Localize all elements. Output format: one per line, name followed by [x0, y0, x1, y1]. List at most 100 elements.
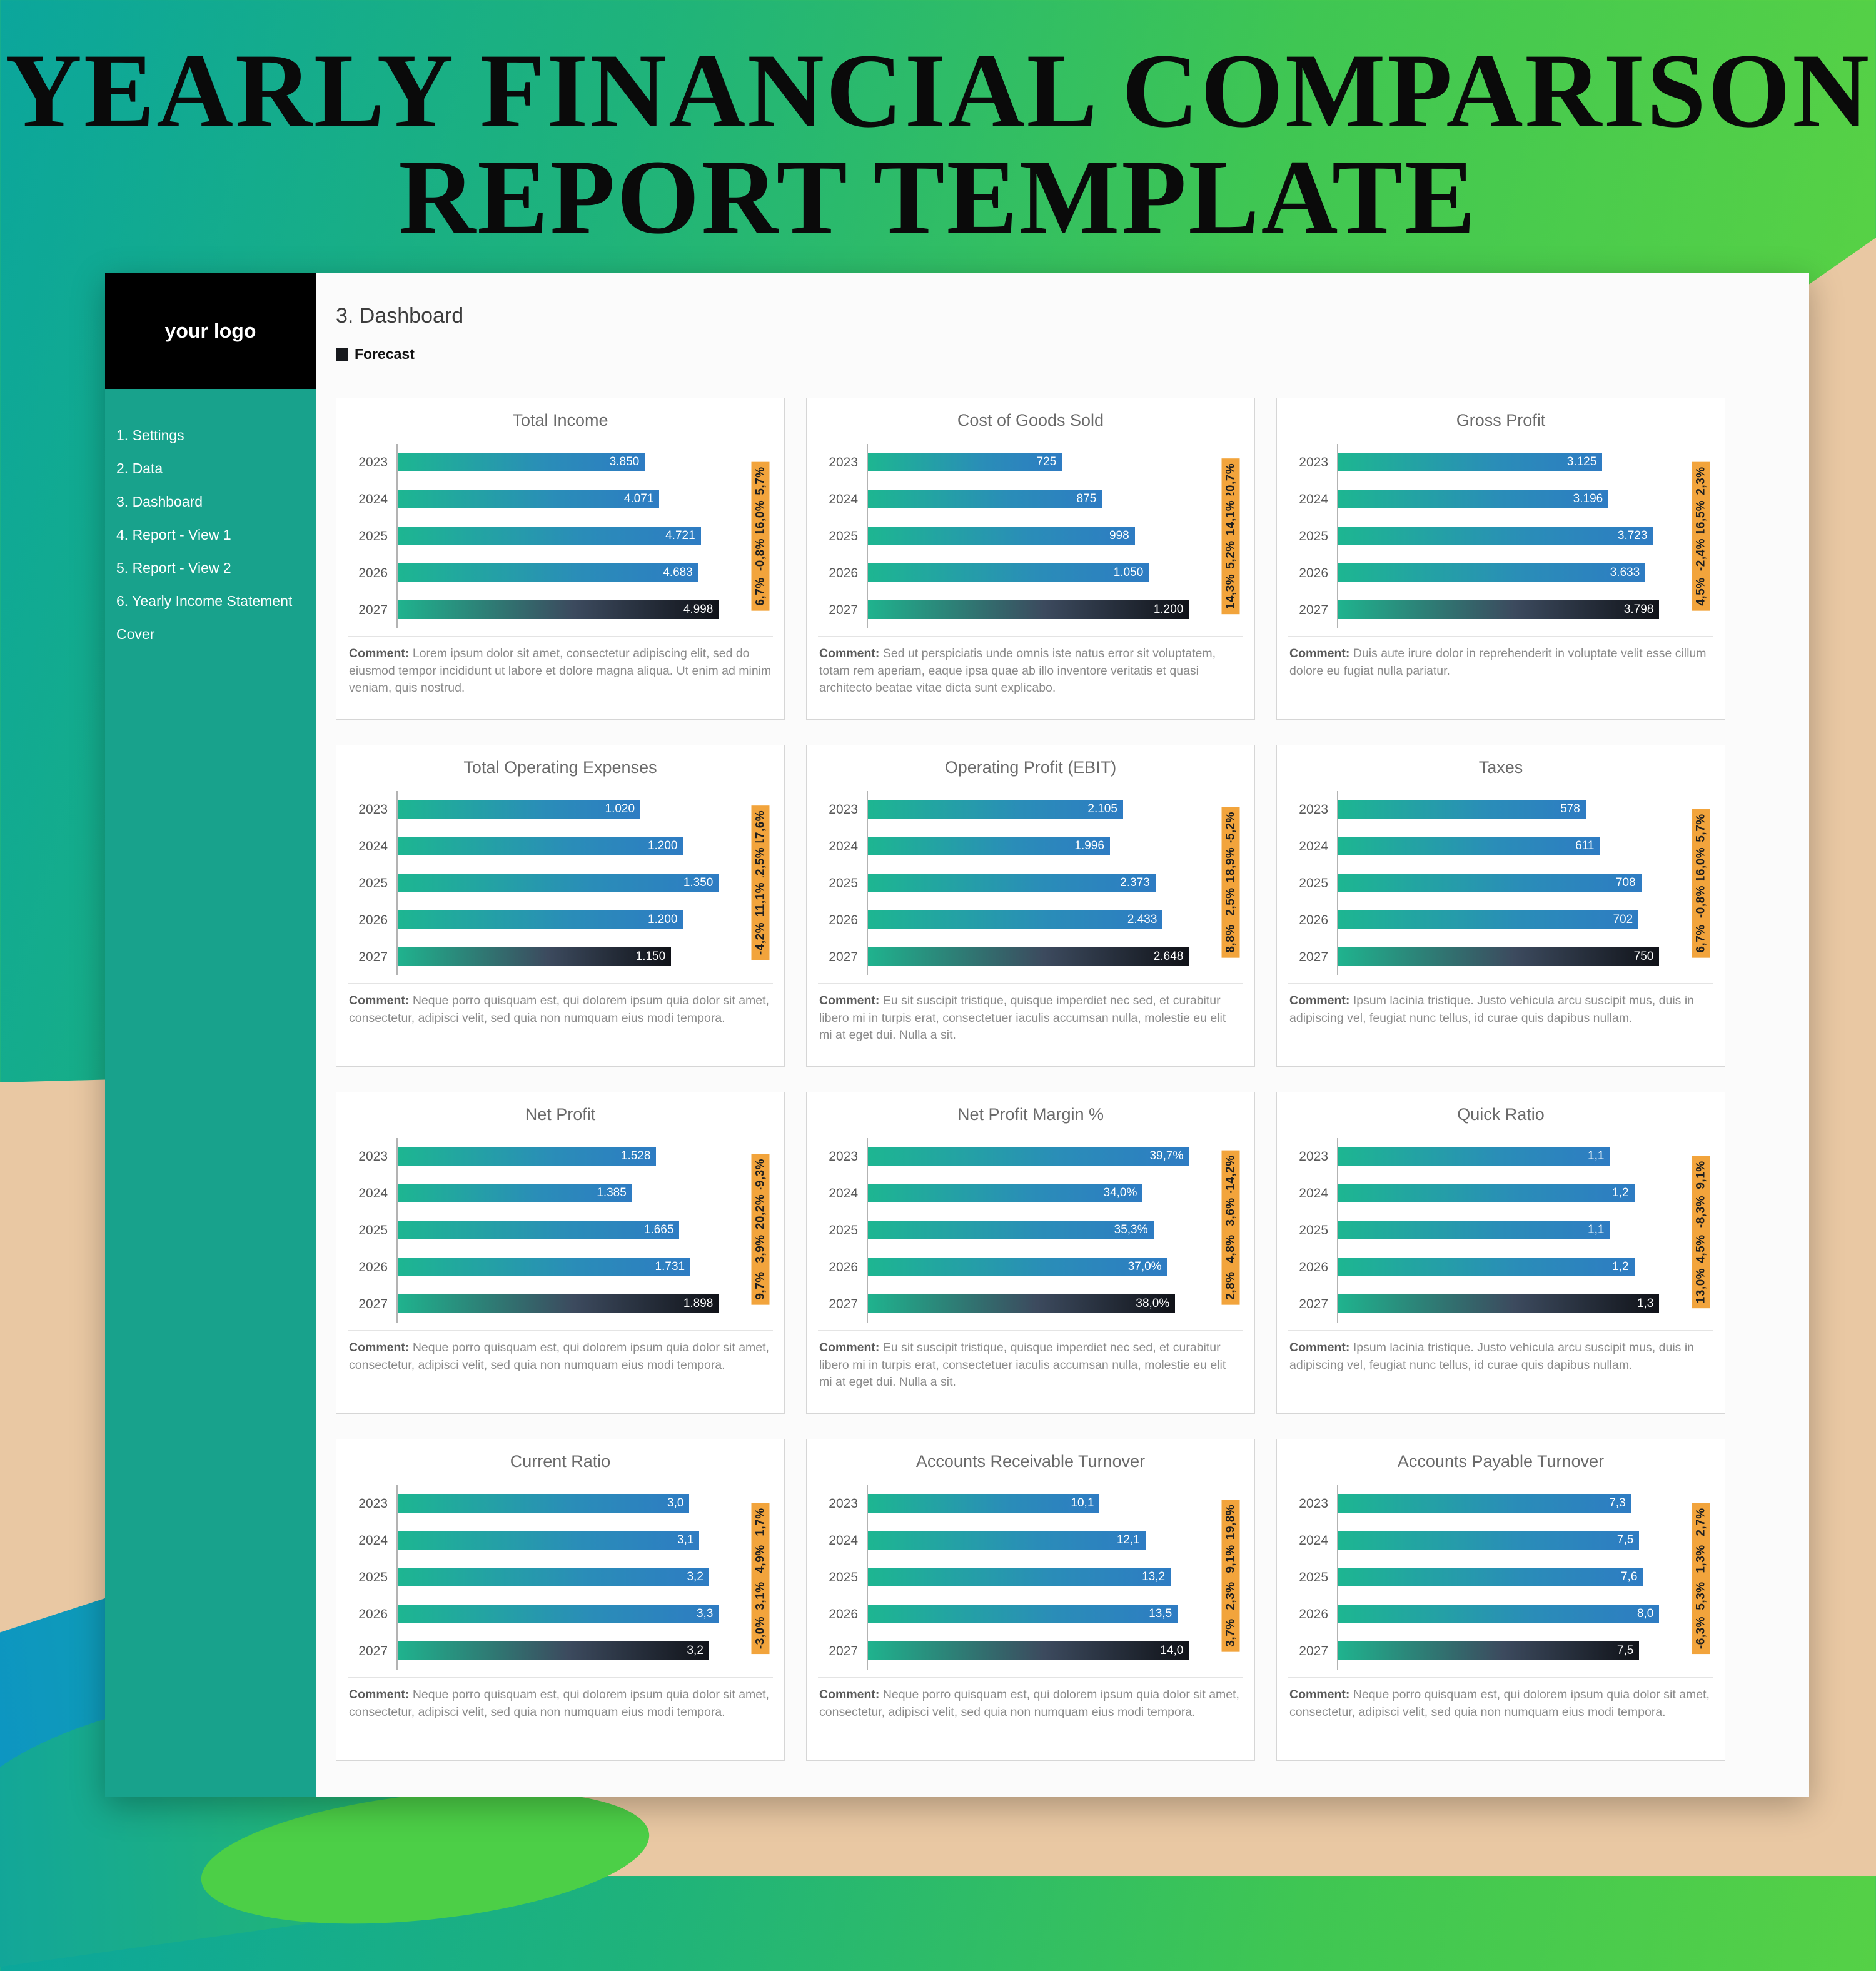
- year-label: 2024: [829, 491, 858, 507]
- value-bar: 10,1: [868, 1494, 1100, 1513]
- bar-row: 2024 3.196: [1284, 481, 1683, 518]
- sidebar-item-3-dashboard[interactable]: 3. Dashboard: [116, 493, 203, 510]
- bar-track: 3,2: [396, 1559, 743, 1596]
- bar-row: 2026 37,0%: [814, 1249, 1213, 1286]
- year-label: 2027: [829, 949, 858, 964]
- bar-track: 1.996: [867, 828, 1213, 865]
- sidebar-item-5-report-view-2[interactable]: 5. Report - View 2: [116, 560, 231, 576]
- value-label: 3.125: [1566, 455, 1597, 468]
- year-label: 2023: [829, 455, 858, 470]
- sidebar-item-cover[interactable]: Cover: [116, 626, 155, 642]
- pct-change-badge: 2,3%: [1692, 461, 1710, 500]
- value-label: 3.723: [1617, 529, 1648, 542]
- year-label: 2027: [1299, 1296, 1328, 1311]
- bar-row: 2027 14,0: [814, 1633, 1213, 1670]
- pct-change-badge: 4,9%: [751, 1540, 770, 1578]
- year-label: 2025: [358, 528, 388, 543]
- year-label: 2024: [358, 839, 388, 854]
- bar-row: 2023 39,7%: [814, 1138, 1213, 1175]
- bar-row: 2027 1.200: [814, 592, 1213, 628]
- value-label: 702: [1613, 913, 1633, 926]
- bar-rows: 2023 578 2024 611 2025 708 2026 702 2027 750: [1284, 791, 1683, 975]
- value-label: 3,0: [667, 1496, 684, 1510]
- year-label: 2027: [1299, 949, 1328, 964]
- sidebar-item-1-settings[interactable]: 1. Settings: [116, 427, 184, 443]
- value-label: 4.071: [623, 492, 654, 505]
- bar-chart: 2023 1.528 2024 1.385 2025 1.665 2026 1.731 2027…: [336, 1129, 784, 1325]
- value-bar: 2.373: [868, 874, 1156, 892]
- sidebar-nav: 1. Settings 2. Data 3. Dashboard 4. Report …: [105, 419, 316, 651]
- chart-title: Operating Profit (EBIT): [944, 758, 1117, 777]
- forecast-bar: 14,0: [868, 1641, 1189, 1660]
- pct-badges-column: -9,3% 20,2% 3,9% 9,7%: [743, 1138, 778, 1323]
- chart-comment: Comment: Neque porro quisquam est, qui d…: [348, 1330, 773, 1385]
- value-label: 1.898: [683, 1297, 714, 1310]
- bar-track: 1,2: [1337, 1249, 1683, 1286]
- chart-comment: Comment: Eu sit suscipit tristique, quis…: [818, 1330, 1243, 1403]
- value-label: 7,6: [1620, 1570, 1638, 1583]
- bar-row: 2023 1.528: [344, 1138, 743, 1175]
- value-bar: 998: [868, 527, 1135, 545]
- value-label: 1,2: [1612, 1260, 1629, 1273]
- year-label: 2025: [358, 1570, 388, 1585]
- pct-change-badge: 5,7%: [1692, 809, 1710, 847]
- page-title-line2: REPORT TEMPLATE: [398, 138, 1478, 256]
- value-bar: 1.528: [398, 1147, 657, 1166]
- value-bar: 1.731: [398, 1258, 691, 1276]
- value-bar: 3.196: [1338, 490, 1609, 508]
- bar-row: 2026 1.731: [344, 1249, 743, 1286]
- year-label: 2027: [358, 1296, 388, 1311]
- year-label: 2026: [358, 912, 388, 927]
- sidebar-item-4-report-view-1[interactable]: 4. Report - View 1: [116, 527, 231, 543]
- bar-track: 1.731: [396, 1249, 743, 1286]
- chart-comment: Comment: Eu sit suscipit tristique, quis…: [818, 983, 1243, 1056]
- bar-rows: 2023 1,1 2024 1,2 2025 1,1 2026 1,2 2027 1,3: [1284, 1138, 1683, 1323]
- pct-badges-column: 9,1% -8,3% 4,5% 13,0%: [1683, 1138, 1718, 1323]
- value-bar: 3,1: [398, 1531, 700, 1550]
- value-bar: 4.071: [398, 490, 660, 508]
- bar-track: 4.721: [396, 518, 743, 555]
- bar-track: 13,2: [867, 1559, 1213, 1596]
- sidebar-item-6-yearly-income-statement[interactable]: 6. Yearly Income Statement: [116, 593, 293, 609]
- forecast-bar: 1,3: [1338, 1294, 1660, 1313]
- sidebar: your logo 1. Settings 2. Data 3. Dashboard…: [105, 273, 316, 1797]
- bar-track: 2.105: [867, 791, 1213, 828]
- forecast-swatch-icon: [336, 348, 348, 361]
- value-label: 3,2: [687, 1644, 704, 1657]
- bar-row: 2027 7,5: [1284, 1633, 1683, 1670]
- value-label: 998: [1109, 529, 1129, 542]
- comment-text: Eu sit suscipit tristique, quisque imper…: [819, 1341, 1226, 1389]
- value-label: 37,0%: [1127, 1260, 1162, 1273]
- year-label: 2027: [829, 1643, 858, 1658]
- bar-row: 2027 3,2: [344, 1633, 743, 1670]
- bar-rows: 2023 1.020 2024 1.200 2025 1.350 2026 1.200 2027…: [344, 791, 743, 975]
- bar-row: 2023 7,3: [1284, 1485, 1683, 1522]
- value-bar: 4.721: [398, 527, 701, 545]
- bar-rows: 2023 3.850 2024 4.071 2025 4.721 2026 4.683 2027…: [344, 444, 743, 628]
- bar-track: 4.683: [396, 555, 743, 592]
- bar-track: 1,2: [1337, 1175, 1683, 1212]
- bar-row: 2024 875: [814, 481, 1213, 518]
- pct-change-badge: -2,4%: [1692, 533, 1710, 577]
- pct-change-badge: 6,7%: [751, 572, 770, 611]
- year-label: 2023: [358, 1496, 388, 1511]
- forecast-bar: 7,5: [1338, 1641, 1640, 1660]
- bar-track: 1.665: [396, 1212, 743, 1249]
- bar-row: 2027 38,0%: [814, 1286, 1213, 1323]
- pct-change-badge: 19,8%: [1221, 1499, 1240, 1545]
- chart-title: Quick Ratio: [1457, 1105, 1545, 1124]
- bar-track: 7,5: [1337, 1633, 1683, 1670]
- value-label: 14,0: [1160, 1644, 1184, 1657]
- bar-track: 1.150: [396, 939, 743, 975]
- pct-change-badge: 6,7%: [1692, 919, 1710, 958]
- bar-row: 2027 1.150: [344, 939, 743, 975]
- value-bar: 35,3%: [868, 1221, 1154, 1239]
- pct-change-badge: 4,5%: [1692, 572, 1710, 611]
- chart-title: Accounts Payable Turnover: [1397, 1452, 1605, 1471]
- pct-change-badge: 20,2%: [751, 1189, 770, 1235]
- year-label: 2026: [829, 912, 858, 927]
- sidebar-item-2-data[interactable]: 2. Data: [116, 460, 163, 476]
- value-label: 3.798: [1623, 603, 1654, 616]
- pct-change-badge: -4,2%: [751, 917, 770, 960]
- bar-row: 2025 13,2: [814, 1559, 1213, 1596]
